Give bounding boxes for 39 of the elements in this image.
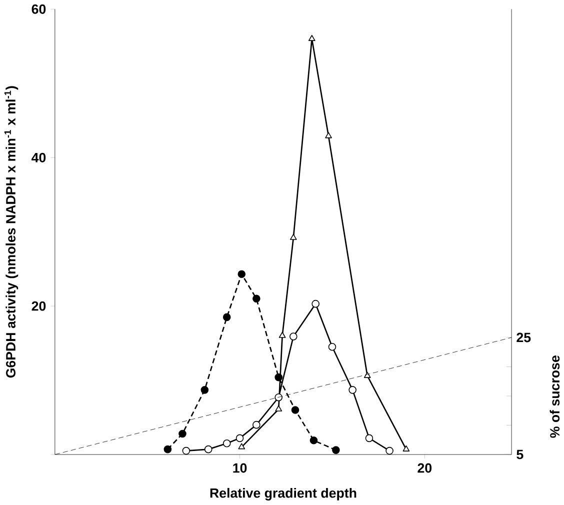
- point: [164, 445, 172, 454]
- point: [238, 443, 246, 450]
- point: [386, 446, 394, 455]
- x-axis-title: Relative gradient depth: [210, 488, 356, 501]
- point: [291, 406, 300, 414]
- point: [328, 343, 336, 351]
- point: [238, 270, 246, 278]
- point: [332, 446, 340, 454]
- y2-tick-label: 5: [516, 450, 524, 460]
- y2-axis-title: % of sucrose: [550, 356, 560, 438]
- point: [290, 332, 298, 340]
- point: [402, 445, 410, 452]
- point: [182, 446, 190, 455]
- point: [278, 332, 286, 338]
- y2-tick-label: 25: [516, 332, 531, 342]
- point: [236, 434, 244, 442]
- point: [204, 445, 212, 454]
- point: [308, 35, 316, 42]
- point: [274, 394, 283, 402]
- point: [312, 300, 320, 308]
- point: [252, 294, 260, 303]
- point: [274, 373, 283, 382]
- y-tick-label: 40: [32, 152, 46, 162]
- point: [365, 434, 374, 442]
- point: [325, 132, 332, 138]
- point: [275, 405, 282, 412]
- x-tick-label: 10: [233, 463, 247, 473]
- point: [200, 386, 209, 394]
- point: [290, 234, 297, 240]
- y-tick-label: 60: [32, 4, 46, 14]
- point: [364, 372, 371, 378]
- point: [178, 430, 186, 438]
- point: [348, 386, 356, 394]
- point: [310, 436, 318, 444]
- point: [222, 313, 231, 322]
- point: [222, 440, 231, 448]
- y-axis-title: G6PDH activity (nmoles NADPH x min$^{-1}$ x ml$^{-1}$): [4, 86, 18, 378]
- point: [252, 420, 260, 429]
- y-tick-label: 20: [32, 301, 46, 311]
